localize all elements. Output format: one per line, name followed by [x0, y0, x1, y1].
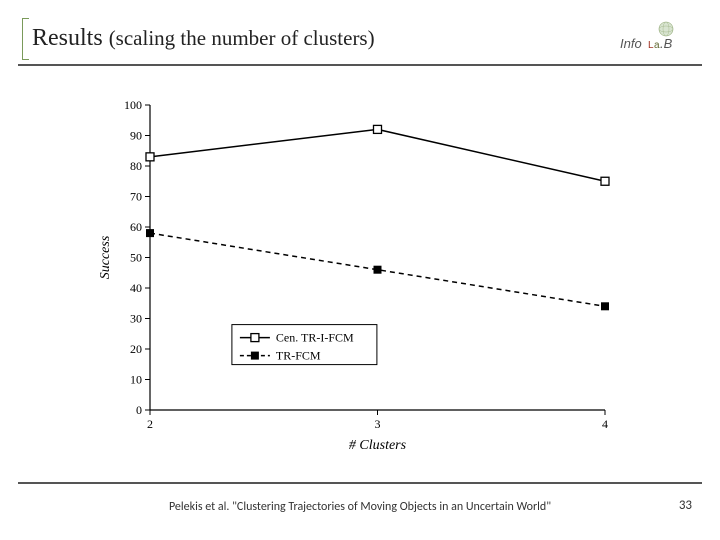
data-marker — [374, 266, 381, 273]
y-tick-label: 10 — [130, 373, 142, 387]
data-marker — [251, 334, 259, 342]
success-vs-clusters-chart: 0 10 20 30 40 50 60 70 80 90 100 2 3 4 # Clusters Succe… — [95, 95, 625, 455]
y-tick-label: 80 — [130, 159, 142, 173]
y-tick-label: 60 — [130, 220, 142, 234]
footer-divider — [18, 482, 702, 484]
data-marker — [146, 153, 154, 161]
slide-title: Results (scaling the number of clusters) — [22, 18, 698, 58]
data-marker — [147, 230, 154, 237]
infolab-logo: Info L a .B — [612, 20, 692, 54]
x-tick-label: 4 — [602, 417, 608, 431]
x-tick-label: 2 — [147, 417, 153, 431]
data-marker — [374, 125, 382, 133]
title-sub: (scaling the number of clusters) — [109, 26, 375, 50]
y-tick-label: 20 — [130, 342, 142, 356]
title-accent-bracket — [22, 18, 29, 60]
y-tick-label: 100 — [124, 98, 142, 112]
data-marker — [601, 177, 609, 185]
data-marker — [602, 303, 609, 310]
slide-title-area: Results (scaling the number of clusters) — [22, 18, 698, 58]
logo-icon: Info L a .B — [612, 20, 692, 54]
y-axis-label: Success — [98, 235, 113, 279]
title-main: Results — [32, 25, 103, 51]
y-tick-label: 30 — [130, 312, 142, 326]
chart-svg: 0 10 20 30 40 50 60 70 80 90 100 2 3 4 # Clusters Succe… — [95, 95, 625, 455]
svg-text:.B: .B — [660, 36, 673, 51]
page-number: 33 — [679, 498, 692, 513]
data-marker — [251, 352, 258, 359]
title-underline — [18, 64, 702, 66]
x-axis-label: # Clusters — [349, 438, 407, 453]
y-tick-label: 0 — [136, 403, 142, 417]
y-tick-label: 70 — [130, 190, 142, 204]
y-tick-label: 40 — [130, 281, 142, 295]
y-tick-label: 50 — [130, 251, 142, 265]
legend-label: Cen. TR-I-FCM — [276, 331, 354, 345]
svg-text:Info: Info — [620, 36, 642, 51]
series-line — [150, 129, 605, 181]
y-tick-label: 90 — [130, 129, 142, 143]
x-tick-label: 3 — [375, 417, 381, 431]
legend-label: TR-FCM — [276, 349, 321, 363]
footer-citation: Pelekis et al. "Clustering Trajectories … — [0, 500, 720, 514]
